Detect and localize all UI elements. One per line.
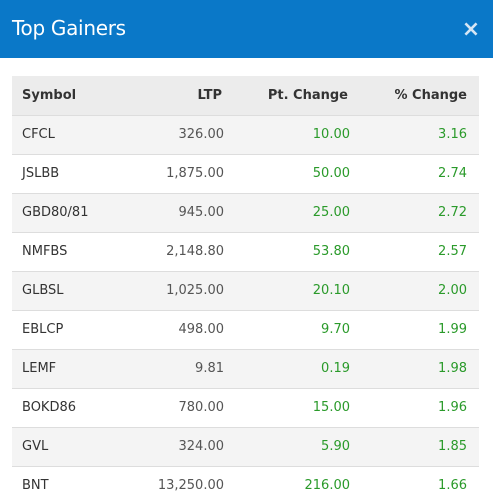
table-row[interactable]: JSLBB 1,875.00 50.00 2.74	[12, 154, 479, 193]
modal-header: Top Gainers ×	[0, 0, 493, 58]
cell-symbol[interactable]: CFCL	[22, 127, 55, 142]
table-row[interactable]: GLBSL 1,025.00 20.10 2.00	[12, 271, 479, 310]
cell-ltp: 780.00	[178, 400, 225, 415]
cell-pct-change: 1.66	[438, 478, 467, 494]
cell-symbol[interactable]: BOKD86	[22, 400, 76, 415]
table-header-row: Symbol LTP Pt. Change % Change	[12, 76, 479, 115]
cell-ltp: 1,875.00	[166, 166, 224, 181]
cell-ltp: 326.00	[178, 127, 225, 142]
table-row[interactable]: GBD80/81 945.00 25.00 2.72	[12, 193, 479, 232]
gainers-table-container: Symbol LTP Pt. Change % Change CFCL 326.…	[12, 76, 479, 501]
table-row[interactable]: CFCL 326.00 10.00 3.16	[12, 115, 479, 154]
table-row[interactable]: GVL 324.00 5.90 1.85	[12, 427, 479, 466]
cell-pct-change: 2.72	[438, 205, 467, 220]
cell-symbol[interactable]: BNT	[22, 478, 49, 494]
cell-ltp: 9.81	[195, 361, 224, 376]
modal-title: Top Gainers	[12, 16, 126, 40]
cell-pct-change: 2.00	[438, 283, 467, 298]
cell-pt-change: 10.00	[312, 127, 350, 142]
cell-symbol[interactable]: EBLCP	[22, 322, 64, 337]
cell-pt-change: 50.00	[312, 166, 350, 181]
cell-pct-change: 1.99	[438, 322, 467, 337]
table-row[interactable]: BOKD86 780.00 15.00 1.96	[12, 388, 479, 427]
table-row[interactable]: BNT 13,250.00 216.00 1.66	[12, 466, 479, 501]
cell-pct-change: 2.57	[438, 244, 467, 259]
cell-pt-change: 20.10	[312, 283, 350, 298]
cell-pt-change: 15.00	[312, 400, 350, 415]
cell-ltp: 13,250.00	[157, 478, 224, 494]
cell-symbol[interactable]: GBD80/81	[22, 205, 89, 220]
table-row[interactable]: EBLCP 498.00 9.70 1.99	[12, 310, 479, 349]
cell-pt-change: 9.70	[321, 322, 350, 337]
cell-pt-change: 25.00	[312, 205, 350, 220]
cell-pct-change: 3.16	[438, 127, 467, 142]
table-row[interactable]: LEMF 9.81 0.19 1.98	[12, 349, 479, 388]
table-row[interactable]: NMFBS 2,148.80 53.80 2.57	[12, 232, 479, 271]
cell-pct-change: 1.98	[438, 361, 467, 376]
column-header-pct-change[interactable]: % Change	[394, 87, 468, 103]
column-header-pt-change[interactable]: Pt. Change	[267, 87, 348, 103]
cell-symbol[interactable]: LEMF	[22, 361, 57, 376]
cell-ltp: 324.00	[178, 439, 225, 454]
cell-ltp: 2,148.80	[166, 244, 224, 259]
cell-pct-change: 1.85	[438, 439, 467, 454]
gainers-table: Symbol LTP Pt. Change % Change CFCL 326.…	[12, 76, 479, 501]
cell-pt-change: 53.80	[312, 244, 350, 259]
close-icon[interactable]: ×	[461, 17, 481, 42]
cell-symbol[interactable]: GLBSL	[22, 283, 64, 298]
column-header-ltp[interactable]: LTP	[197, 87, 222, 103]
cell-symbol[interactable]: NMFBS	[22, 244, 68, 259]
cell-pt-change: 5.90	[321, 439, 350, 454]
cell-ltp: 945.00	[178, 205, 225, 220]
cell-ltp: 498.00	[178, 322, 225, 337]
cell-pct-change: 2.74	[438, 166, 467, 181]
cell-symbol[interactable]: JSLBB	[22, 166, 60, 181]
column-header-symbol[interactable]: Symbol	[22, 87, 77, 103]
cell-ltp: 1,025.00	[166, 283, 224, 298]
cell-pt-change: 216.00	[304, 478, 351, 494]
cell-symbol[interactable]: GVL	[22, 439, 49, 454]
cell-pt-change: 0.19	[321, 361, 350, 376]
cell-pct-change: 1.96	[438, 400, 467, 415]
